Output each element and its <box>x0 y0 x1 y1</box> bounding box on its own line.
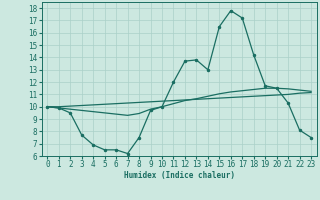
X-axis label: Humidex (Indice chaleur): Humidex (Indice chaleur) <box>124 171 235 180</box>
